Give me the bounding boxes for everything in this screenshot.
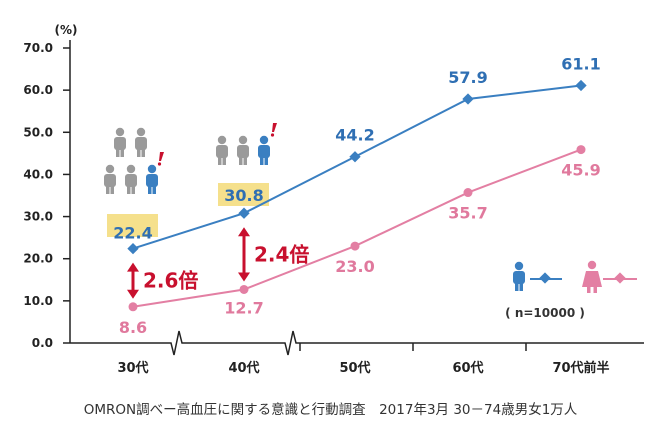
data-point-female [239,284,249,294]
exclamation-icon [157,152,164,166]
data-point-male [349,151,361,163]
x-category-label: 50代 [339,360,370,376]
data-label-male: 22.4 [113,224,152,243]
y-tick-label: 40.0 [23,167,53,181]
data-point-female [576,145,586,155]
data-label-female: 45.9 [561,161,600,180]
source-note: OMRON調べー高血圧に関する意識と行動調査 2017年3月 30－74歳男女1… [83,402,578,418]
legend-sample-note: ( n=10000 ) [505,306,585,320]
y-tick-label: 20.0 [23,252,53,266]
person-icon-grey [104,164,116,194]
people-icon-group-30s [104,127,164,194]
ratio-arrow [238,227,250,282]
data-point-male [127,242,139,255]
x-category-label: 70代前半 [552,360,609,376]
female-person-shape [582,260,602,293]
ratio-arrow [127,262,139,299]
y-unit-label: (%) [55,23,78,37]
data-label-female: 23.0 [335,257,374,276]
exclamation-icon [270,123,277,137]
data-point-male [575,79,587,92]
y-tick-label: 60.0 [23,83,53,97]
person-icon-grey [125,164,137,194]
male-person-shape [513,261,525,291]
data-label-female: 35.7 [448,204,487,223]
series-line-male [132,84,582,250]
data-point-female [350,241,360,251]
person-icon-grey [114,127,126,157]
data-label-male: 57.9 [448,68,487,87]
data-label-male: 44.2 [335,126,374,145]
person-icon-blue [146,164,158,194]
data-label-male: 61.1 [561,55,600,74]
data-label-female: 12.7 [224,298,263,317]
highlight-box [218,183,269,206]
y-tick-label: 10.0 [23,294,53,308]
legend-male-marker [539,272,551,284]
x-category-label: 30代 [117,360,148,376]
people-icon-group-40s [216,123,277,165]
person-icon-grey [135,127,147,157]
x-category-label: 40代 [228,360,259,376]
data-label-male: 30.8 [224,186,263,205]
data-point-male [462,93,474,105]
y-tick-label: 70.0 [23,41,53,55]
data-point-male [238,207,250,219]
highlight-box [107,214,158,237]
y-tick-label: 50.0 [23,125,53,139]
female-person-icon [582,260,602,293]
person-icon-grey [237,135,249,165]
legend-female-marker [614,272,626,284]
y-tick-label: 30.0 [23,210,53,224]
data-label-female: 8.6 [119,318,147,337]
x-axis [70,330,644,356]
data-point-female [128,302,138,312]
male-person-icon [513,261,525,291]
person-icon-grey [216,135,228,165]
ratio-label: 2.6倍 [143,269,198,293]
data-point-female [463,188,473,198]
y-tick-label: 0.0 [32,336,53,350]
x-category-label: 60代 [452,360,483,376]
ratio-label: 2.4倍 [254,242,309,266]
person-icon-blue [258,135,270,165]
legend: ( n=10000 ) [505,260,637,320]
